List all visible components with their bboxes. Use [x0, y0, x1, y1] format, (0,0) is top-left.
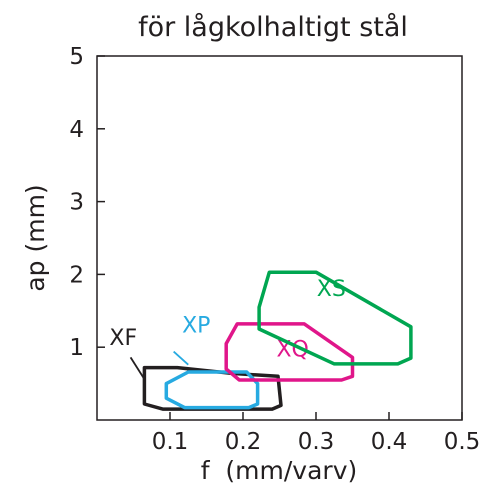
x-tick-label: 0.2 [225, 429, 262, 455]
chart-title: för lågkolhaltigt stål [138, 12, 408, 43]
x-tick-label: 0.5 [444, 429, 481, 455]
y-axis-label: ap (mm) [21, 184, 50, 291]
y-axis: 1 2 3 4 5 [69, 44, 105, 361]
region-label-xf: XF [109, 326, 137, 351]
leader-line-xp [173, 350, 189, 366]
x-tick-label: 0.1 [152, 429, 189, 455]
plot-frame [96, 55, 463, 421]
x-tick-label: 0.3 [298, 429, 335, 455]
region-xf [142, 365, 283, 411]
y-tick-label: 1 [69, 335, 84, 361]
y-tick-label: 4 [69, 117, 84, 143]
y-tick-label: 5 [69, 44, 84, 70]
x-axis-label: f (mm/varv) [201, 456, 358, 485]
x-tick-label: 0.4 [371, 429, 408, 455]
region-xp [164, 370, 260, 410]
y-tick-label: 2 [69, 262, 84, 288]
region-label-xs: XS [317, 277, 346, 302]
y-tick-label: 3 [69, 190, 84, 216]
leader-line-xf [129, 356, 146, 380]
region-xs [257, 270, 413, 366]
region-label-xp: XP [182, 314, 210, 339]
x-axis: 0.1 0.2 0.3 0.4 0.5 [152, 412, 481, 455]
